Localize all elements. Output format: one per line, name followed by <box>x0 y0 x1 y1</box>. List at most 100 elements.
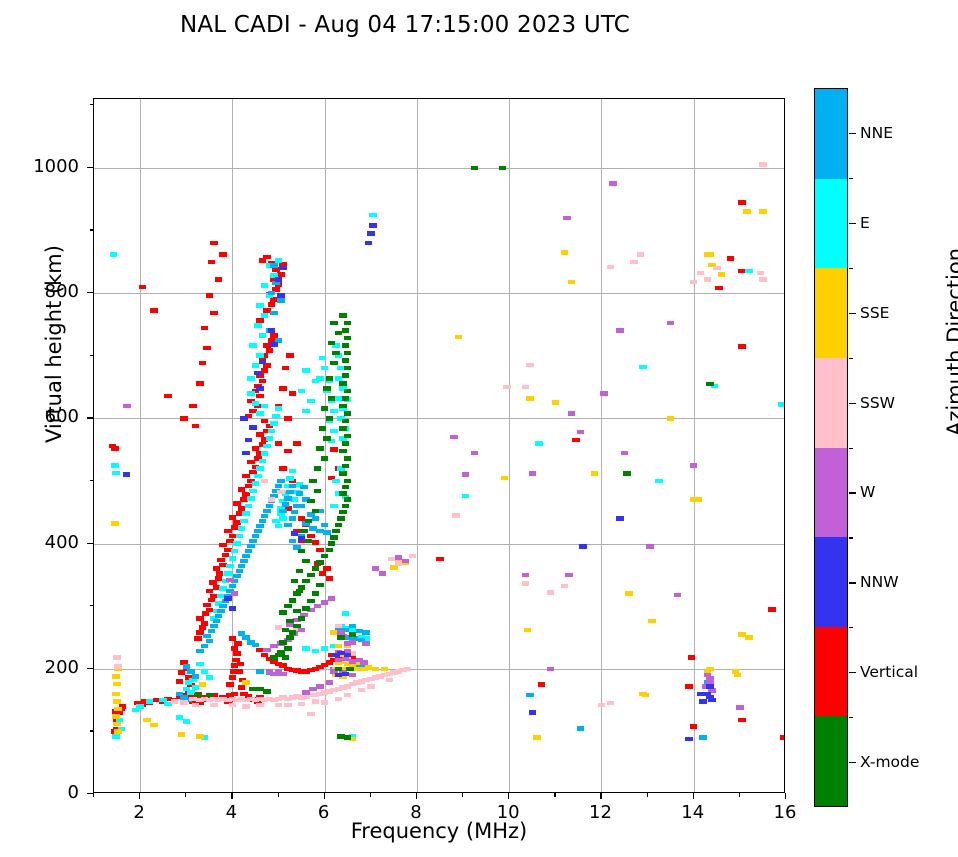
scatter-point <box>249 686 257 692</box>
colorbar-segment-x-mode[interactable] <box>815 716 847 806</box>
colorbar[interactable] <box>814 88 848 807</box>
colorbar-segment-sse[interactable] <box>815 268 847 358</box>
scatter-point <box>348 655 357 660</box>
scatter-point <box>233 651 241 656</box>
scatter-point <box>311 508 320 514</box>
scatter-point <box>362 677 370 683</box>
scatter-point <box>263 343 271 348</box>
scatter-point <box>528 471 537 476</box>
scatter-point <box>205 293 214 298</box>
scatter-point <box>247 496 255 501</box>
scatter-point <box>450 434 458 440</box>
scatter-point <box>325 416 334 421</box>
scatter-point <box>224 596 232 601</box>
scatter-point <box>339 509 347 515</box>
scatter-point <box>590 471 599 476</box>
scatter-point <box>738 268 746 274</box>
colorbar-label-e: E <box>860 213 870 232</box>
scatter-point <box>249 488 257 494</box>
scatter-point <box>196 697 204 703</box>
scatter-point <box>254 403 262 409</box>
scatter-point <box>341 484 350 490</box>
colorbar-segment-nnw[interactable] <box>815 537 847 627</box>
scatter-point <box>270 493 278 499</box>
scatter-point <box>293 623 301 629</box>
scatter-point <box>265 669 274 674</box>
scatter-point <box>187 694 195 699</box>
scatter-point <box>242 635 250 640</box>
scatter-point <box>277 489 285 495</box>
scatter-point <box>249 343 257 348</box>
scatter-point <box>214 277 223 282</box>
scatter-point <box>526 692 534 698</box>
scatter-point <box>357 637 366 643</box>
scatter-point <box>196 700 204 705</box>
scatter-point <box>521 581 530 586</box>
scatter-point <box>214 601 223 606</box>
scatter-point <box>286 353 294 358</box>
scatter-point <box>205 638 214 644</box>
scatter-point <box>295 491 304 496</box>
scatter-point <box>339 381 347 386</box>
scatter-point <box>309 478 317 484</box>
scatter-point <box>267 328 276 333</box>
scatter-point <box>316 376 324 381</box>
scatter-point <box>281 365 290 371</box>
scatter-point <box>114 706 122 712</box>
y-tick-label: 600 <box>44 406 79 428</box>
scatter-point <box>343 635 352 640</box>
scatter-point <box>330 657 338 663</box>
scatter-point <box>330 447 338 452</box>
scatter-point <box>348 662 357 668</box>
scatter-point <box>224 571 232 576</box>
scatter-point <box>263 428 271 434</box>
scatter-point <box>233 520 241 525</box>
scatter-point <box>706 679 714 684</box>
scatter-point <box>572 437 580 443</box>
scatter-point <box>343 648 352 654</box>
x-minor-tick <box>462 793 464 797</box>
scatter-point <box>623 471 631 476</box>
scatter-point <box>152 697 161 703</box>
scatter-point <box>180 695 188 700</box>
scatter-point <box>111 521 119 526</box>
scatter-point <box>198 625 207 630</box>
scatter-point <box>272 488 280 494</box>
scatter-point <box>210 310 218 316</box>
scatter-point <box>111 446 119 451</box>
scatter-point <box>706 381 714 387</box>
scatter-point <box>177 732 186 737</box>
colorbar-segment-e[interactable] <box>815 178 847 269</box>
scatter-point <box>311 566 320 571</box>
scatter-point <box>343 643 352 649</box>
scatter-point <box>270 671 278 677</box>
colorbar-tick-mark <box>849 312 856 314</box>
colorbar-segment-vertical[interactable] <box>815 626 847 717</box>
scatter-point <box>210 240 218 246</box>
scatter-point <box>226 693 234 698</box>
scatter-point <box>277 650 285 655</box>
scatter-point <box>205 588 214 594</box>
scatter-point <box>334 672 343 678</box>
scatter-point <box>254 473 262 479</box>
scatter-point <box>297 533 306 539</box>
scatter-point <box>371 666 380 672</box>
scatter-point <box>240 558 248 564</box>
colorbar-segment-nne[interactable] <box>815 89 847 179</box>
x-minor-tick <box>646 793 648 797</box>
scatter-point <box>551 400 560 405</box>
x-tick-mark <box>600 793 602 799</box>
colorbar-minor-tick <box>849 627 853 629</box>
scatter-point <box>131 707 140 713</box>
scatter-point <box>180 416 188 421</box>
colorbar-segment-w[interactable] <box>815 447 847 538</box>
colorbar-segment-ssw[interactable] <box>815 357 847 448</box>
scatter-point <box>341 373 350 378</box>
scatter-point <box>226 588 234 594</box>
scatter-point <box>260 368 269 373</box>
scatter-point <box>247 696 255 702</box>
scatter-point <box>346 666 354 672</box>
colorbar-tick-mark <box>849 402 856 404</box>
scatter-point <box>343 365 352 371</box>
scatter-point <box>256 669 264 674</box>
